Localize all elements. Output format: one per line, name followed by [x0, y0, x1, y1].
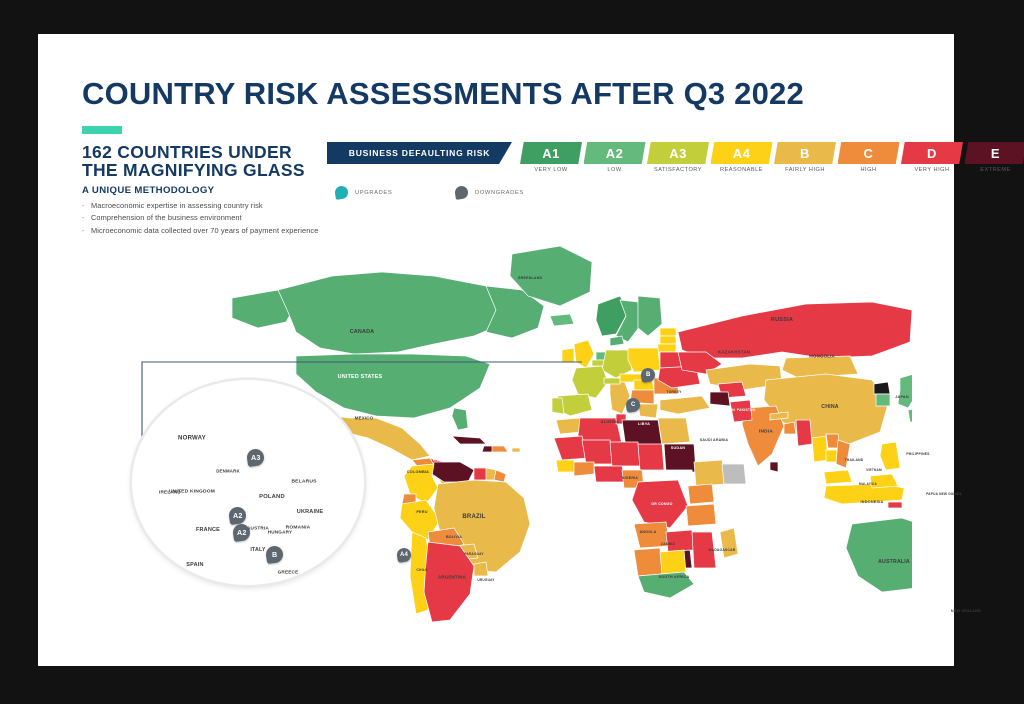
- legend-grade-code: A1: [542, 145, 560, 161]
- legend-key-upgrades: UPGRADES: [334, 185, 393, 200]
- legend-grade-a3: A3: [647, 142, 709, 164]
- intro-heading-line2: THE MAGNIFYING GLASS: [82, 160, 305, 180]
- legend-key-label: UPGRADES: [355, 190, 393, 196]
- legend-grade-a2: A2: [583, 142, 646, 164]
- country-label: NEW ZEALAND: [950, 609, 982, 613]
- slide-canvas: COUNTRY RISK ASSESSMENTS AFTER Q3 2022 1…: [38, 34, 1024, 666]
- change-marker-grade: B: [645, 372, 651, 379]
- legend-key-downgrades: DOWNGRADES: [454, 185, 524, 200]
- risk-legend: BUSINESS DEFAULTING RISK A1 VERY LOW A2 LOW…: [327, 142, 1024, 200]
- legend-title: BUSINESS DEFAULTING RISK: [327, 142, 512, 164]
- upgrade-pin-icon: [334, 185, 349, 200]
- legend-grade-label: HIGH: [860, 167, 877, 173]
- intro-heading-line1: 162 COUNTRIES UNDER: [82, 142, 292, 162]
- europe-zoom-graphic: [132, 380, 364, 585]
- europe-magnifier-inset: NORWAY SWEDEN FINLAND UNITED KINGDOM IRELAND…: [132, 380, 364, 585]
- legend-grade-code: A4: [732, 145, 751, 161]
- legend-grade-e: E: [964, 142, 1024, 164]
- change-marker-grade: A3: [250, 453, 261, 462]
- legend-grade-label: FAIRLY HIGH: [785, 167, 825, 173]
- legend-grade-label: LOW: [607, 167, 622, 173]
- legend-grade-label: VERY HIGH: [914, 167, 950, 173]
- intro-subheading: A UNIQUE METHODOLOGY: [82, 185, 215, 196]
- change-marker-grade: B: [271, 550, 278, 560]
- legend-grade-code: A2: [605, 145, 624, 161]
- change-marker-grade: C: [630, 402, 636, 409]
- legend-grade-label: EXTREME: [980, 167, 1011, 173]
- change-marker-grade: A4: [399, 552, 409, 559]
- legend-grade-label: SATISFACTORY: [654, 167, 702, 173]
- methodology-bullet: Microeconomic data collected over 70 yea…: [82, 225, 322, 238]
- legend-grade-code: A3: [669, 145, 687, 161]
- page-title: COUNTRY RISK ASSESSMENTS AFTER Q3 2022: [82, 76, 804, 111]
- downgrade-pin-icon: [454, 185, 469, 200]
- legend-grade-d: D: [901, 142, 963, 164]
- legend-grade-code: E: [990, 145, 1001, 161]
- legend-grade-c: C: [837, 142, 900, 164]
- legend-grade-code: D: [927, 145, 937, 161]
- legend-grade-a1: A1: [520, 142, 582, 164]
- methodology-bullet: Macroeconomic expertise in assessing cou…: [82, 200, 322, 213]
- world-risk-map: NORWAY SWEDEN FINLAND UNITED KINGDOM IRELAND…: [82, 232, 981, 632]
- legend-grade-code: C: [863, 145, 874, 161]
- methodology-bullet: Comprehension of the business environmen…: [82, 212, 322, 225]
- change-marker-grade: A2: [236, 528, 247, 537]
- accent-bar: [82, 126, 122, 134]
- legend-grade-label: VERY LOW: [534, 167, 568, 173]
- legend-grade-b: B: [774, 142, 836, 164]
- methodology-bullet-list: Macroeconomic expertise in assessing cou…: [82, 200, 322, 238]
- legend-grade-label: REASONABLE: [720, 167, 763, 173]
- legend-key-label: DOWNGRADES: [475, 190, 524, 196]
- legend-grade-a4: A4: [710, 142, 773, 164]
- legend-grade-code: B: [800, 145, 810, 161]
- country-label: PAPUA NEW GUINEA: [926, 492, 962, 496]
- change-marker-grade: A2: [232, 511, 243, 520]
